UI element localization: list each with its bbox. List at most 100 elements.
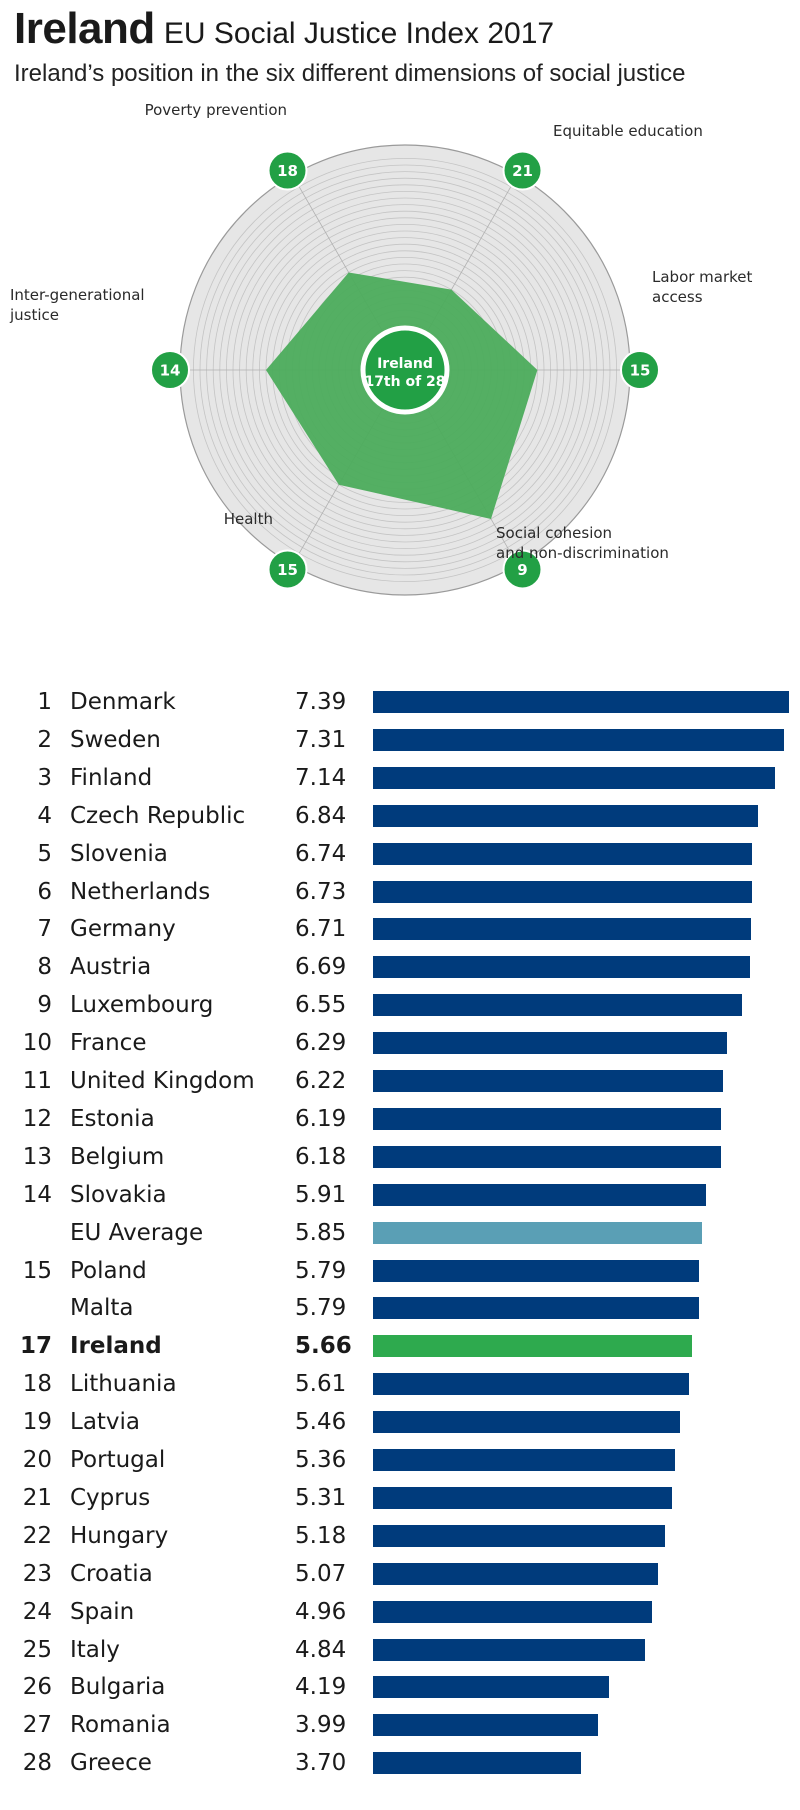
score-bar [373, 1032, 728, 1055]
score-bar [373, 1297, 699, 1320]
score-bar [373, 842, 753, 865]
rank-number: 2 [37, 726, 52, 753]
axis-badge-circle [150, 350, 190, 390]
country-name: Romania [70, 1712, 171, 1739]
score-bar [373, 766, 775, 789]
score-bar [373, 1107, 722, 1130]
score-value: 4.19 [295, 1674, 347, 1701]
country-row: 25 Italy 4.84 [0, 1631, 800, 1669]
axis-badge: 18 [267, 150, 308, 191]
score-value: 5.18 [295, 1522, 347, 1549]
rank-number: 10 [22, 1030, 52, 1057]
radar-axis-labels: Poverty prevention Equitable education Lab… [9, 101, 753, 562]
axis-label: Inter-generational [10, 286, 145, 304]
rank-number: 17 [19, 1333, 52, 1360]
axis-label: Health [224, 510, 273, 528]
rank-number: 3 [37, 764, 52, 791]
score-value: 3.70 [295, 1750, 347, 1777]
score-bar [373, 1562, 659, 1585]
page-title: Ireland EU Social Justice Index 2017 [14, 4, 554, 54]
country-name: Estonia [70, 1105, 155, 1132]
country-name: Lithuania [70, 1371, 177, 1398]
rank-number: 25 [22, 1636, 52, 1663]
rank-number: 19 [22, 1409, 52, 1436]
score-bar [373, 1486, 672, 1509]
rank-number: 26 [22, 1674, 52, 1701]
axis-badge: 21 [502, 150, 543, 191]
axis-label: justice [9, 306, 59, 324]
score-bar [373, 1600, 653, 1623]
axis-badge-circle [267, 150, 308, 191]
score-value: 6.71 [295, 916, 347, 943]
rank-number: 7 [37, 916, 52, 943]
country-name: Croatia [70, 1560, 153, 1587]
score-bar [373, 1752, 582, 1775]
score-value: 7.39 [295, 689, 347, 715]
country-name: Malta [70, 1295, 134, 1322]
country-row: 18 Lithuania 5.61 [0, 1365, 800, 1403]
axis-badge: 9 [502, 549, 543, 590]
axis-rank-value: 15 [277, 561, 298, 579]
score-bar [373, 1183, 706, 1206]
rank-number: 22 [22, 1522, 52, 1549]
axis-badge-circle [502, 549, 543, 590]
country-row: 12 Estonia 6.19 [0, 1100, 800, 1138]
score-bar [373, 728, 785, 751]
score-value: 6.74 [295, 840, 347, 867]
score-bar [373, 1335, 692, 1358]
title-country: Ireland [14, 4, 155, 53]
country-row: 19 Latvia 5.46 [0, 1403, 800, 1441]
axis-label: Equitable education [553, 122, 703, 140]
score-value: 6.55 [295, 992, 347, 1019]
score-value: 5.61 [295, 1371, 347, 1398]
country-row: 23 Croatia 5.07 [0, 1555, 800, 1593]
center-label-rank: 17th of 28 [364, 374, 445, 390]
score-bar [373, 1714, 598, 1737]
country-name: Slovakia [70, 1181, 167, 1208]
country-name: Luxembourg [70, 992, 214, 1019]
axis-label: Social cohesion [496, 524, 612, 542]
country-name: Italy [70, 1636, 120, 1663]
radar-axis-badges: 18 21 15 9 15 14 [150, 150, 660, 590]
rank-number: 4 [37, 802, 52, 829]
score-value: 5.36 [295, 1447, 347, 1473]
score-value: 5.46 [295, 1409, 347, 1436]
score-bar [373, 994, 742, 1017]
country-row: 27 Romania 3.99 [0, 1706, 800, 1744]
axis-rank-value: 18 [277, 162, 298, 180]
score-value: 5.31 [295, 1484, 347, 1511]
country-name: Hungary [70, 1522, 169, 1549]
rank-number: 18 [22, 1371, 52, 1398]
rank-number: 6 [37, 878, 52, 905]
score-value: 4.96 [295, 1598, 347, 1625]
score-value: 5.07 [295, 1560, 347, 1587]
rank-number: 14 [22, 1181, 52, 1208]
country-row: 6 Netherlands 6.73 [0, 873, 800, 911]
country-row: 3 Finland 7.14 [0, 759, 800, 797]
score-bar [373, 1373, 689, 1396]
country-name: EU Average [70, 1219, 204, 1246]
score-bar [373, 1221, 703, 1244]
score-value: 5.91 [295, 1181, 347, 1208]
score-bar [373, 956, 750, 979]
axis-rank-value: 9 [517, 561, 527, 579]
rank-number: 28 [22, 1750, 52, 1777]
score-bar [373, 880, 752, 903]
axis-rank-value: 14 [160, 362, 181, 380]
score-value: 4.84 [295, 1636, 347, 1663]
score-value: 6.18 [295, 1143, 347, 1170]
score-bar [373, 1411, 681, 1434]
score-value: 7.14 [295, 764, 347, 791]
country-name: Poland [70, 1257, 147, 1284]
country-row: 13 Belgium 6.18 [0, 1138, 800, 1176]
radar-center-badge: Ireland 17th of 28 [360, 325, 450, 415]
score-value: 6.69 [295, 954, 347, 981]
score-value: 7.31 [295, 726, 347, 753]
eu-average-row: EU Average 5.85 [0, 1214, 800, 1252]
score-bar [373, 1638, 646, 1661]
score-value: 6.19 [295, 1105, 347, 1132]
score-bar [373, 1070, 724, 1092]
country-name: Portugal [70, 1447, 166, 1473]
score-value: 6.84 [295, 802, 347, 829]
country-row: 7 Germany 6.71 [0, 910, 800, 948]
